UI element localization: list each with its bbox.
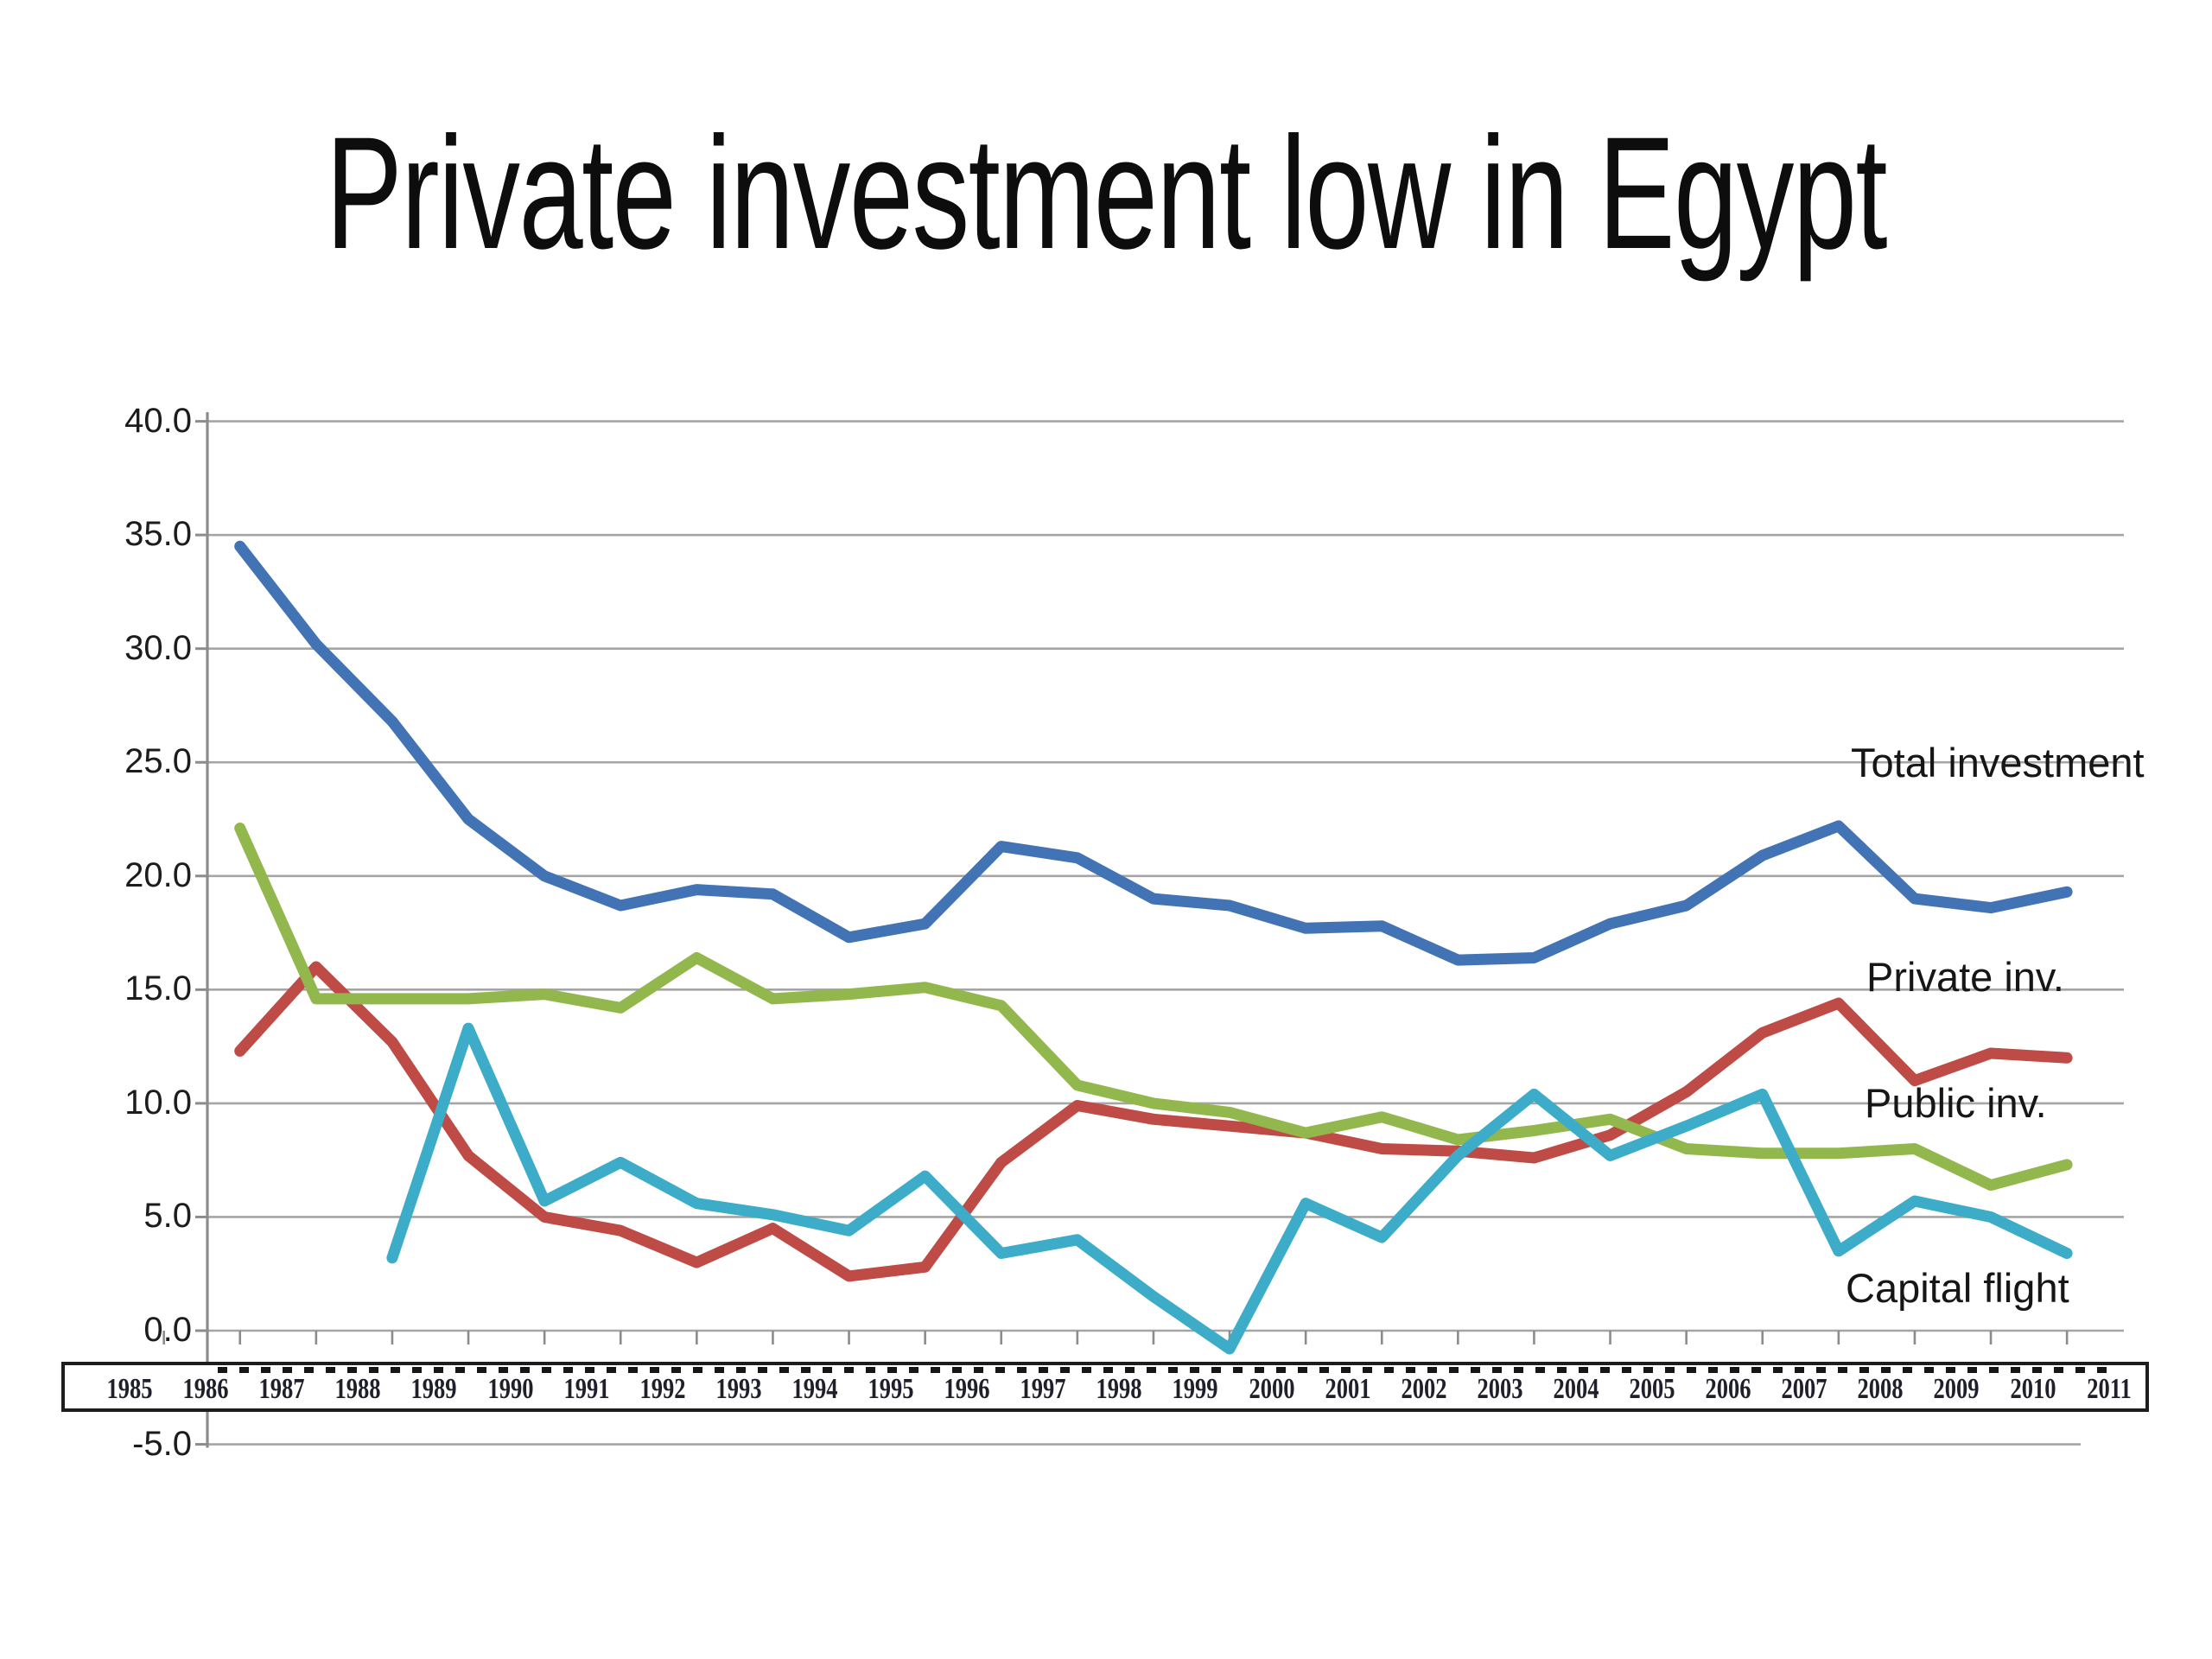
x-axis-label-2008: 2008 <box>1857 1373 1904 1405</box>
x-axis-label-1994: 1994 <box>791 1373 838 1405</box>
series-label-total-investment: Total investment <box>1851 740 2145 785</box>
x-axis-label-1996: 1996 <box>944 1373 990 1405</box>
y-axis-label-15.0: 15.0 <box>124 969 192 1008</box>
y-axis-label-25.0: 25.0 <box>124 742 192 781</box>
x-axis-label-1993: 1993 <box>715 1373 762 1405</box>
y-axis-label--5.0: -5.0 <box>132 1424 192 1463</box>
x-axis-label-2007: 2007 <box>1781 1373 1827 1405</box>
x-axis-label-1987: 1987 <box>258 1373 305 1405</box>
x-axis-label-1989: 1989 <box>410 1373 457 1405</box>
x-axis-label-2002: 2002 <box>1401 1373 1447 1405</box>
series-label-capital-flight: Capital flight <box>1846 1265 2069 1311</box>
x-axis-label-2000: 2000 <box>1248 1373 1295 1405</box>
x-axis-label-1998: 1998 <box>1096 1373 1142 1405</box>
x-axis-label-2001: 2001 <box>1325 1373 1371 1405</box>
x-axis-label-1995: 1995 <box>868 1373 914 1405</box>
x-axis-label-1991: 1991 <box>563 1373 610 1405</box>
x-axis-label-2011: 2011 <box>2086 1373 2132 1405</box>
series-label-private-inv: Private inv. <box>1866 954 2064 1000</box>
series-line-private-inv- <box>234 961 2073 1282</box>
x-axis-label-1986: 1986 <box>182 1373 229 1405</box>
series-line-total-investment <box>234 540 2073 966</box>
x-axis-label-1990: 1990 <box>486 1373 534 1405</box>
y-axis-label-20.0: 20.0 <box>124 855 192 894</box>
x-axis-label-2004: 2004 <box>1553 1373 1599 1405</box>
x-axis-label-1999: 1999 <box>1172 1373 1218 1405</box>
x-axis-label-1988: 1988 <box>334 1373 381 1405</box>
series-line-public-inv- <box>234 823 2073 1192</box>
x-axis-label-2006: 2006 <box>1705 1373 1751 1405</box>
x-axis-label-2005: 2005 <box>1629 1373 1675 1405</box>
x-axis-label-1985: 1985 <box>106 1373 153 1405</box>
y-axis-label-10.0: 10.0 <box>124 1083 192 1122</box>
y-axis-label-5.0: 5.0 <box>143 1197 192 1236</box>
x-axis-label-1992: 1992 <box>639 1373 686 1405</box>
y-axis-label-0.0: 0.0 <box>143 1311 192 1349</box>
y-axis-label-40.0: 40.0 <box>124 401 192 440</box>
y-axis-label-35.0: 35.0 <box>124 515 192 554</box>
x-axis-label-2003: 2003 <box>1477 1373 1523 1405</box>
x-axis-label-2009: 2009 <box>1933 1373 1980 1405</box>
series-label-public-inv: Public inv. <box>1865 1080 2047 1126</box>
chart-title: Private investment low in Egypt <box>325 105 1888 283</box>
x-axis-label-2010: 2010 <box>2009 1373 2056 1405</box>
x-axis-minor-label-dashes <box>218 1367 2119 1373</box>
x-axis-label-1997: 1997 <box>1020 1373 1066 1405</box>
y-axis-label-30.0: 30.0 <box>124 628 192 667</box>
series-line-capital-flight <box>386 1022 2073 1355</box>
